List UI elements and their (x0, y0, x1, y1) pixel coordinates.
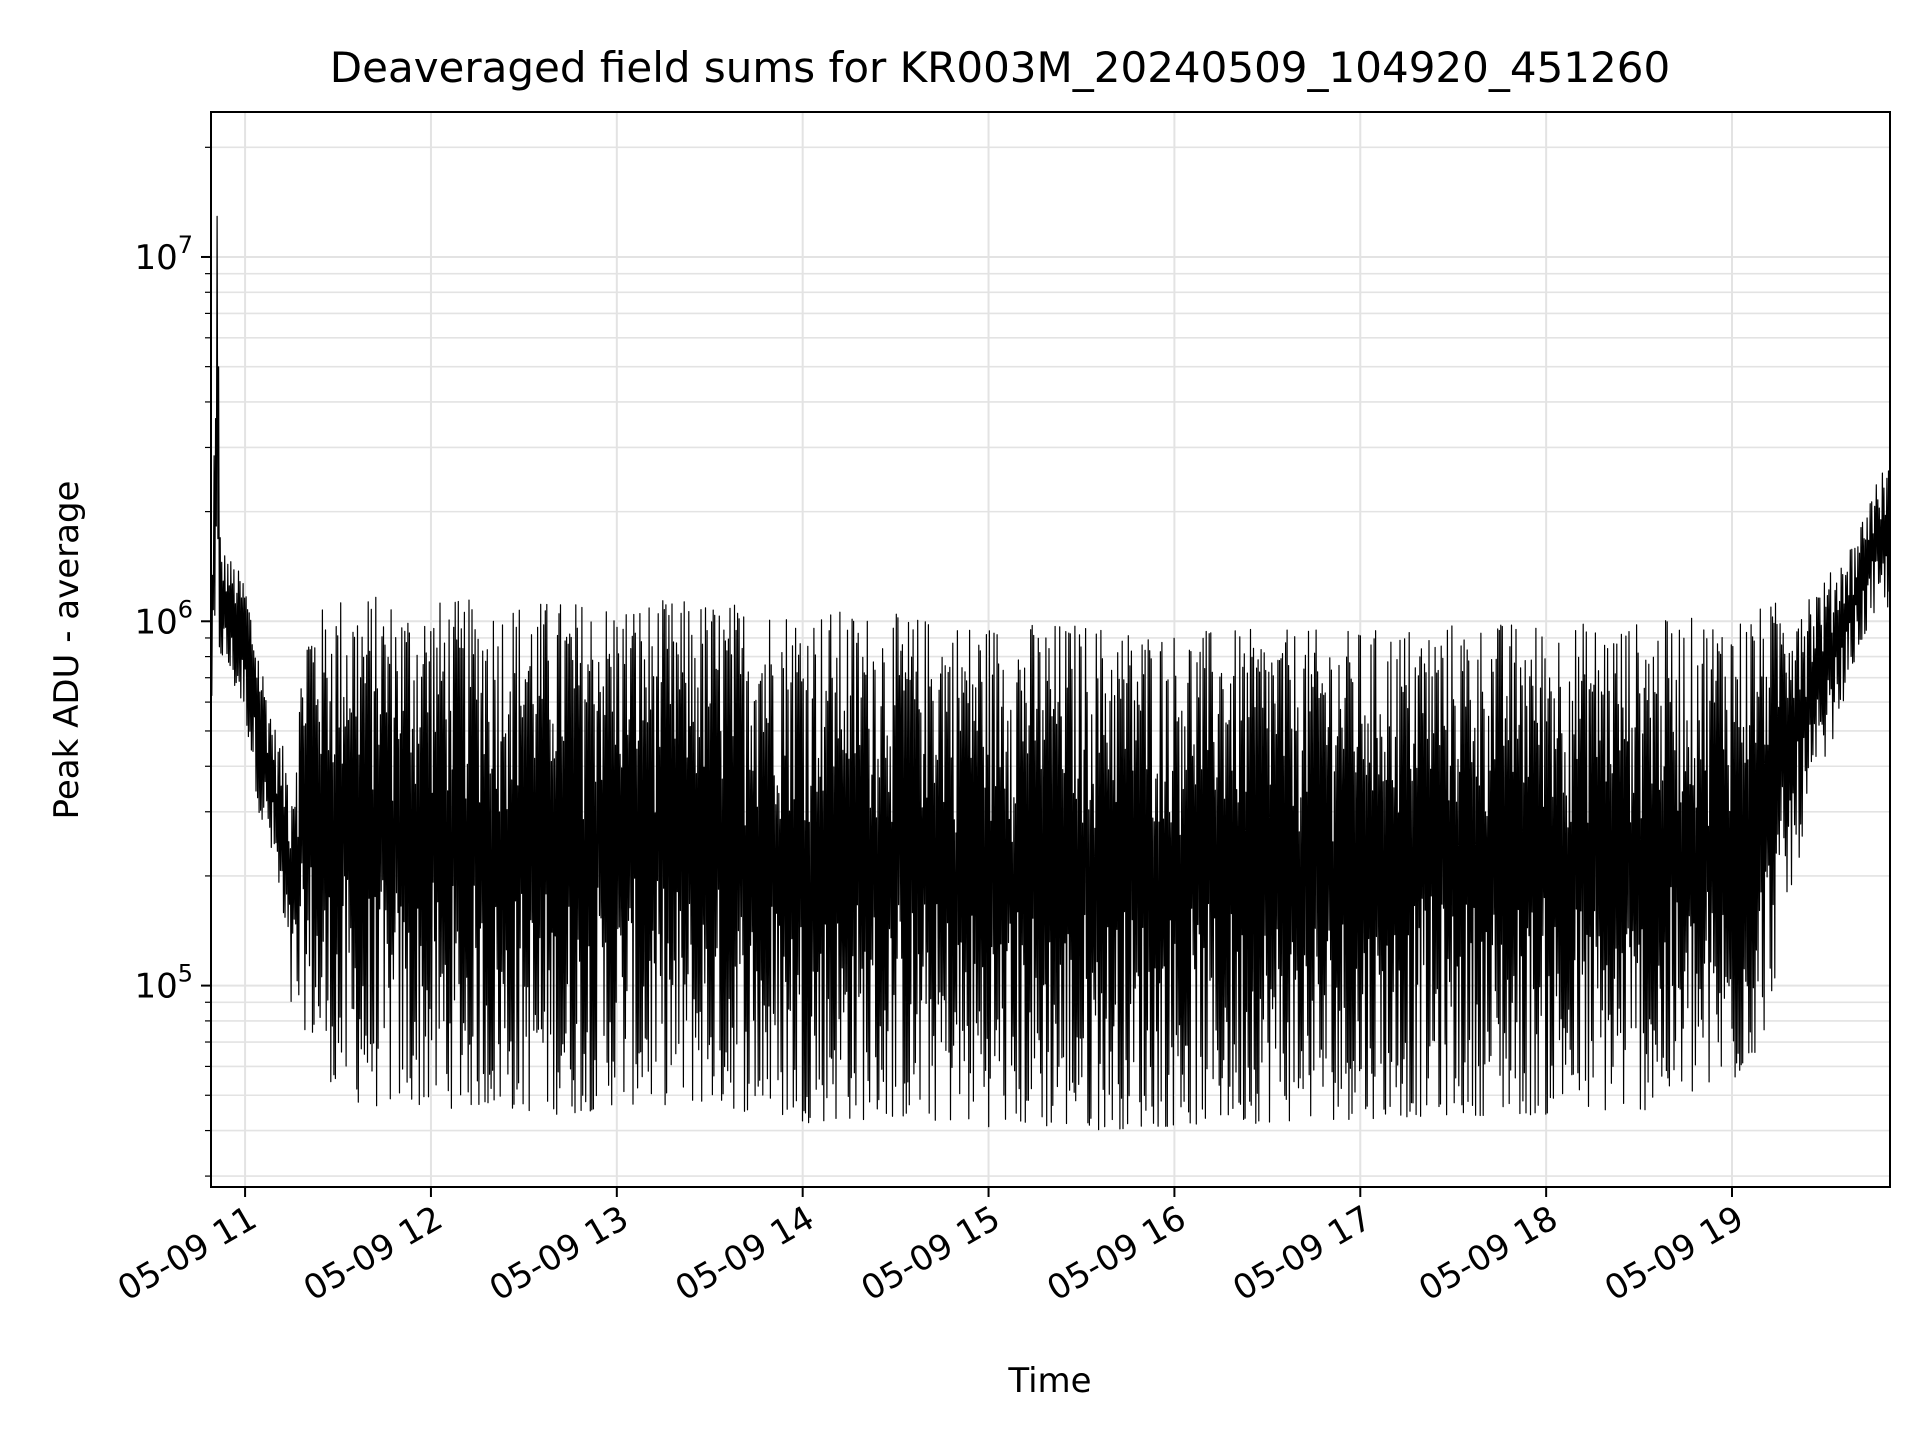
x-tick-label: 05-09 16 (1041, 1198, 1193, 1309)
y-axis: 105 106 107 (134, 146, 211, 1177)
x-axis-label: Time (1007, 1361, 1091, 1401)
x-tick-label: 05-09 11 (111, 1198, 263, 1309)
x-tick-label: 05-09 14 (669, 1198, 821, 1309)
x-tick-label: 05-09 17 (1226, 1198, 1378, 1309)
x-tick-label: 05-09 15 (855, 1198, 1007, 1309)
x-tick-label: 05-09 12 (297, 1198, 449, 1309)
x-axis: 05-09 11 05-09 12 05-09 13 05-09 14 05-09 15… (111, 1187, 1751, 1309)
chart-title: Deaveraged field sums for KR003M_2024050… (330, 43, 1670, 92)
x-tick-label: 05-09 19 (1598, 1198, 1750, 1309)
y-tick-label: 105 (134, 960, 193, 1007)
y-axis-label: Peak ADU - average (47, 481, 87, 820)
y-tick-label: 107 (134, 231, 193, 278)
series-line-path (210, 215, 1891, 1131)
plot-frame (210, 111, 1891, 1188)
series-line (210, 215, 1891, 1131)
y-tick-label: 106 (134, 595, 193, 642)
x-tick-label: 05-09 18 (1412, 1198, 1564, 1309)
x-tick-label: 05-09 13 (483, 1198, 635, 1309)
